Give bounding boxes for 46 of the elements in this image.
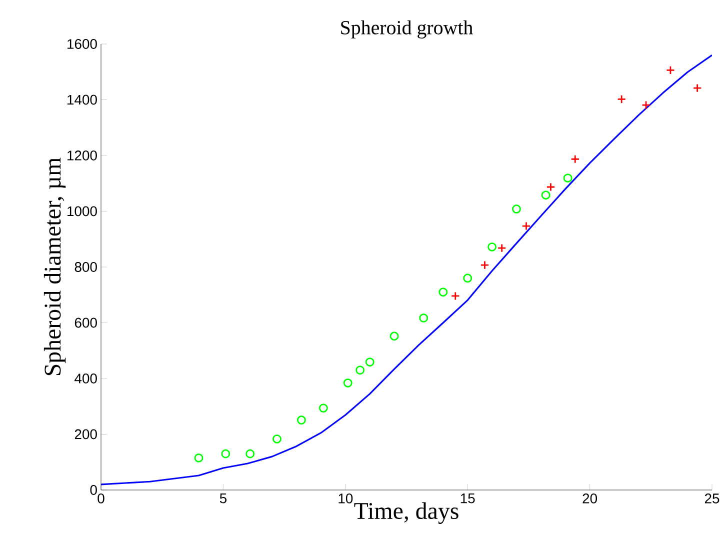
y-tick-label: 800 xyxy=(74,262,97,272)
x-tick-label: 0 xyxy=(98,494,104,504)
point xyxy=(522,222,531,231)
y-tick-label: 1200 xyxy=(68,150,97,160)
point xyxy=(497,244,506,253)
x-axis-title: Time, days xyxy=(354,502,458,524)
point xyxy=(488,242,497,252)
y-tick-label: 400 xyxy=(74,374,97,384)
point xyxy=(365,358,374,367)
line-series xyxy=(101,54,712,486)
y-tick-label: 0 xyxy=(90,485,97,495)
point xyxy=(296,416,306,425)
x-tick-label: 5 xyxy=(220,494,226,504)
point xyxy=(343,378,352,388)
point xyxy=(563,174,572,183)
point xyxy=(390,332,399,341)
point xyxy=(246,449,255,458)
point xyxy=(272,434,282,444)
y-tick-label: 1600 xyxy=(68,39,97,49)
y-tick-label: 600 xyxy=(74,318,97,328)
point xyxy=(419,314,428,322)
point xyxy=(356,366,365,375)
point xyxy=(194,453,204,462)
point xyxy=(541,190,550,200)
point xyxy=(318,404,328,413)
point xyxy=(570,154,580,164)
point xyxy=(221,449,230,458)
x-tick-label: 20 xyxy=(582,494,598,504)
point xyxy=(666,66,675,75)
x-tick-label: 25 xyxy=(704,494,720,504)
point xyxy=(642,100,651,110)
y-tick-label: 1400 xyxy=(68,94,97,105)
x-tick-label: 10 xyxy=(338,494,353,504)
point xyxy=(512,204,521,214)
point xyxy=(450,292,460,300)
point xyxy=(692,84,702,93)
y-tick-label: 1000 xyxy=(68,206,97,216)
chart-title: Spheroid growth xyxy=(341,20,473,38)
point xyxy=(546,182,556,192)
x-tick-label: 15 xyxy=(460,494,475,504)
y-axis-title: Spheroid diameter, µm xyxy=(44,158,66,376)
point xyxy=(617,94,626,104)
point xyxy=(480,260,490,270)
point xyxy=(438,288,448,297)
point xyxy=(463,274,472,283)
y-tick-label: 200 xyxy=(74,429,97,440)
